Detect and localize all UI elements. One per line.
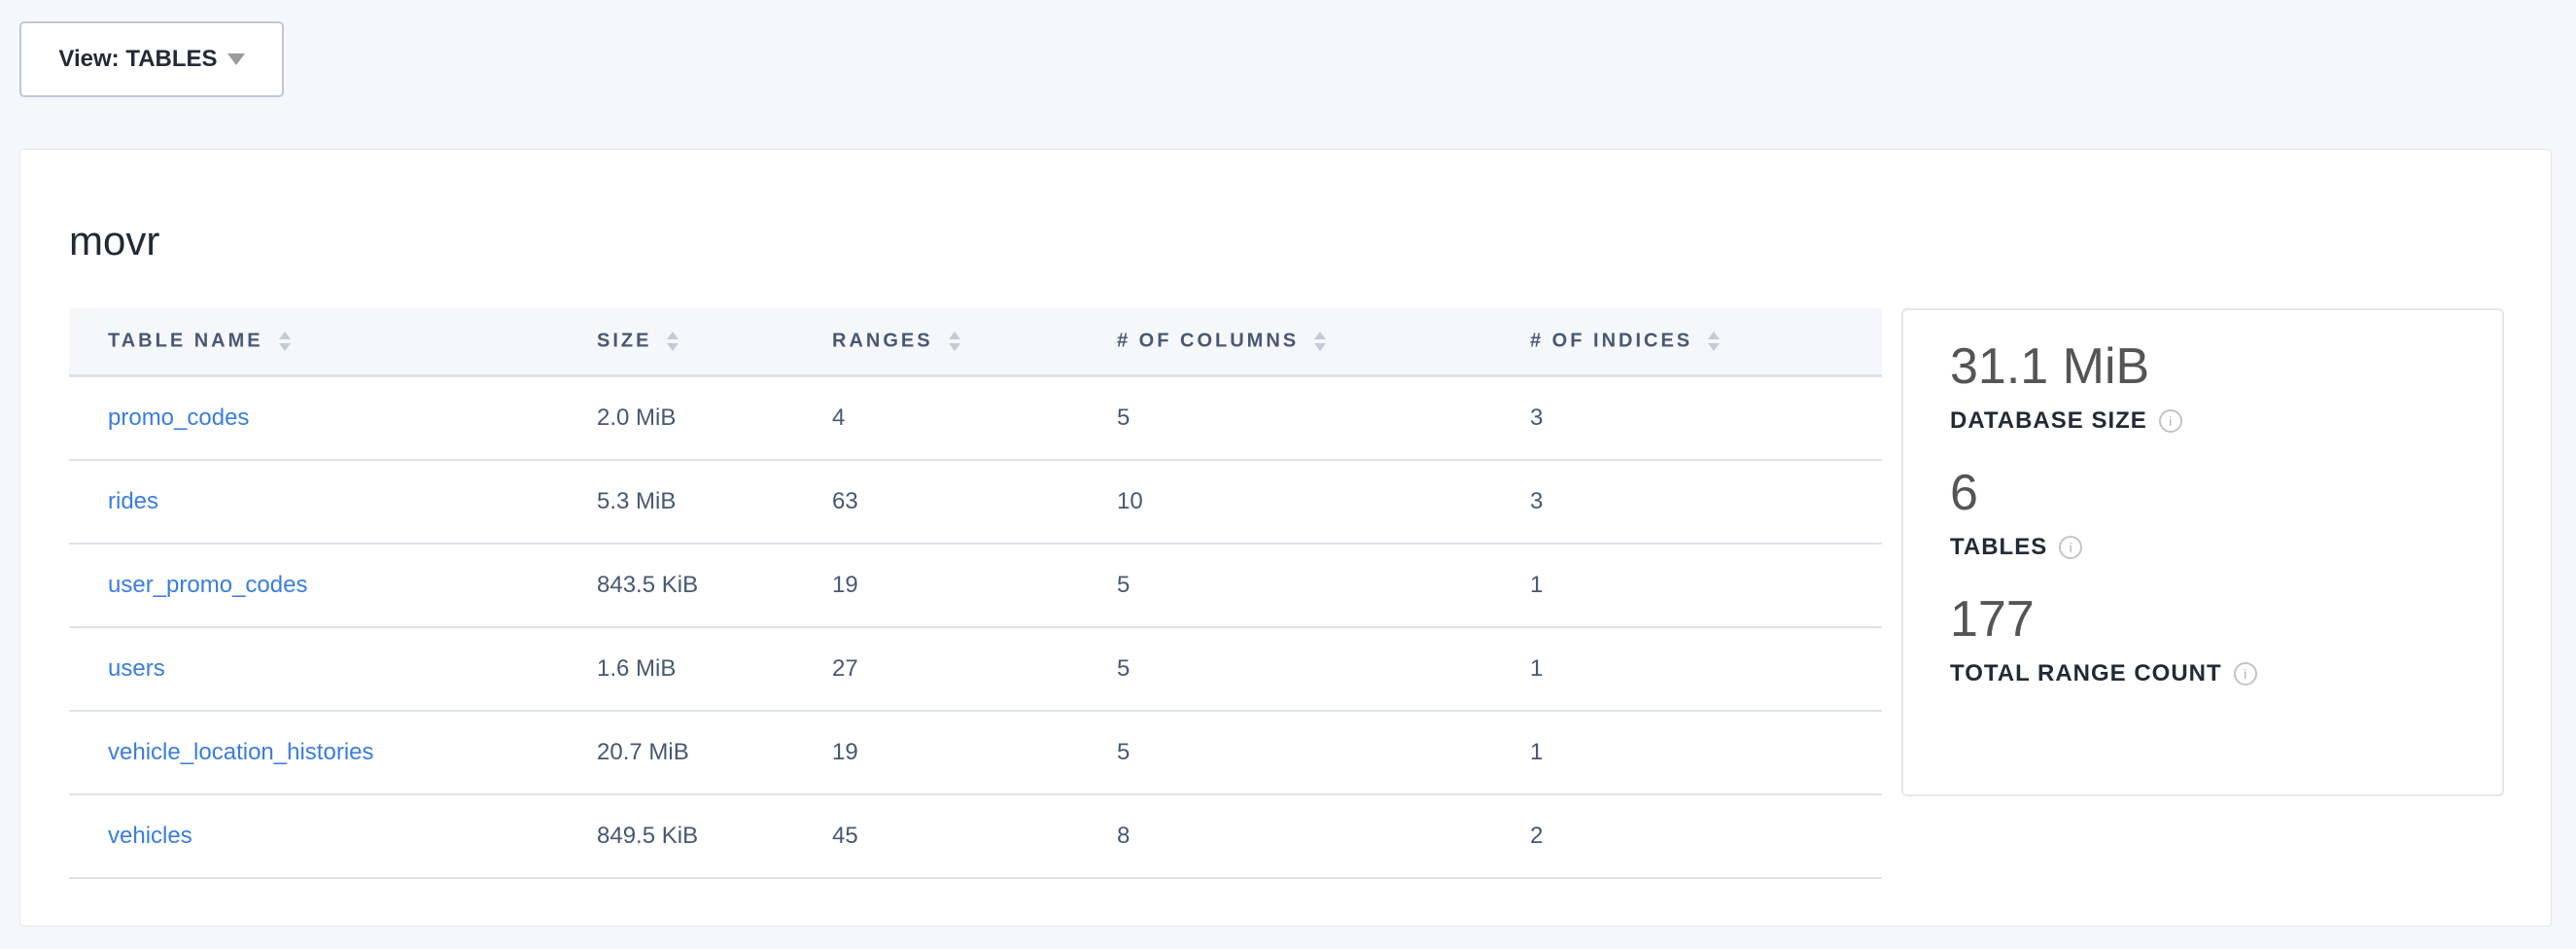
cell-name: rides [69,460,597,545]
table-row: rides 5.3 MiB 63 10 3 [69,460,1882,545]
column-header-label: RANGES [832,330,933,352]
stat-value: 31.1 MiB [1950,338,2150,395]
caret-down-icon [226,53,245,65]
column-header-label: TABLE NAME [108,330,263,352]
table-row: vehicles 849.5 KiB 45 8 2 [69,794,1882,879]
cell-columns: 8 [1117,794,1530,879]
column-header-label: # OF COLUMNS [1117,330,1300,352]
cell-ranges: 19 [832,544,1117,628]
column-header-ranges[interactable]: RANGES [832,308,1117,377]
sort-icon [1314,328,1327,355]
cell-columns: 5 [1117,711,1530,795]
table-header-row: TABLE NAME SIZE RANGES # OF COLUMNS # OF… [69,308,1882,377]
table-link[interactable]: vehicle_location_histories [108,739,374,765]
cell-ranges: 19 [832,711,1117,795]
column-header-label: SIZE [597,330,652,352]
table-link[interactable]: rides [108,488,159,514]
table-row: users 1.6 MiB 27 5 1 [69,627,1882,712]
cell-indices: 3 [1530,375,1882,461]
cell-size: 5.3 MiB [597,460,832,545]
info-icon[interactable]: i [2233,662,2257,685]
stat-label: DATABASE SIZE [1950,407,2147,434]
database-card: movr TABLE NAME SIZE RANGES # OF COLUMNS… [19,149,2552,927]
cell-indices: 3 [1530,460,1882,545]
cell-columns: 5 [1117,375,1530,461]
stat-label: TOTAL RANGE COUNT [1950,660,2222,686]
table-link[interactable]: users [108,655,165,682]
cell-ranges: 4 [832,375,1117,461]
cell-ranges: 63 [832,460,1117,545]
cell-ranges: 45 [832,794,1117,879]
cell-size: 1.6 MiB [597,627,832,712]
sort-icon [1708,328,1721,355]
cell-columns: 10 [1117,460,1530,545]
stat-database-size: 31.1 MiB DATABASE SIZE i [1950,337,2502,435]
cell-indices: 1 [1530,711,1882,795]
stat-label: TABLES [1950,534,2048,560]
info-icon[interactable]: i [2158,409,2182,433]
table-row: promo_codes 2.0 MiB 4 5 3 [69,375,1882,461]
tables-table: TABLE NAME SIZE RANGES # OF COLUMNS # OF… [69,308,1882,879]
column-header-columns[interactable]: # OF COLUMNS [1117,308,1530,377]
stat-value: 6 [1950,465,1978,521]
column-header-size[interactable]: SIZE [597,308,832,377]
cell-name: promo_codes [69,375,597,461]
cell-name: vehicles [69,794,597,879]
table-link[interactable]: promo_codes [108,404,250,431]
column-header-table-name[interactable]: TABLE NAME [69,308,597,377]
cell-size: 849.5 KiB [597,794,832,879]
sort-icon [278,328,291,355]
table-link[interactable]: user_promo_codes [108,572,308,598]
stat-tables: 6 TABLES i [1950,464,2502,561]
cell-indices: 1 [1530,544,1882,628]
table-row: vehicle_location_histories 20.7 MiB 19 5 1 [69,711,1882,795]
table-link[interactable]: vehicles [108,823,192,849]
database-title: movr [69,218,160,264]
view-selector-dropdown[interactable]: View: TABLES [19,21,284,97]
cell-ranges: 27 [832,627,1117,712]
cell-columns: 5 [1117,627,1530,712]
cell-size: 843.5 KiB [597,544,832,628]
cell-indices: 1 [1530,627,1882,712]
cell-name: users [69,627,597,712]
table-row: user_promo_codes 843.5 KiB 19 5 1 [69,544,1882,628]
column-header-label: # OF INDICES [1530,330,1693,352]
info-icon[interactable]: i [2059,536,2083,559]
cell-size: 20.7 MiB [597,711,832,795]
cell-size: 2.0 MiB [597,375,832,461]
view-selector-label: View: TABLES [58,46,218,72]
sort-icon [948,328,960,355]
column-header-indices[interactable]: # OF INDICES [1530,308,1882,377]
cell-indices: 2 [1530,794,1882,879]
cell-columns: 5 [1117,544,1530,628]
stat-value: 177 [1950,591,2035,648]
cell-name: user_promo_codes [69,544,597,628]
sort-icon [667,328,679,355]
cell-name: vehicle_location_histories [69,711,597,795]
database-summary: 31.1 MiB DATABASE SIZE i 6 TABLES i 177 TO… [1901,308,2504,796]
stat-total-range-count: 177 TOTAL RANGE COUNT i [1950,590,2502,687]
